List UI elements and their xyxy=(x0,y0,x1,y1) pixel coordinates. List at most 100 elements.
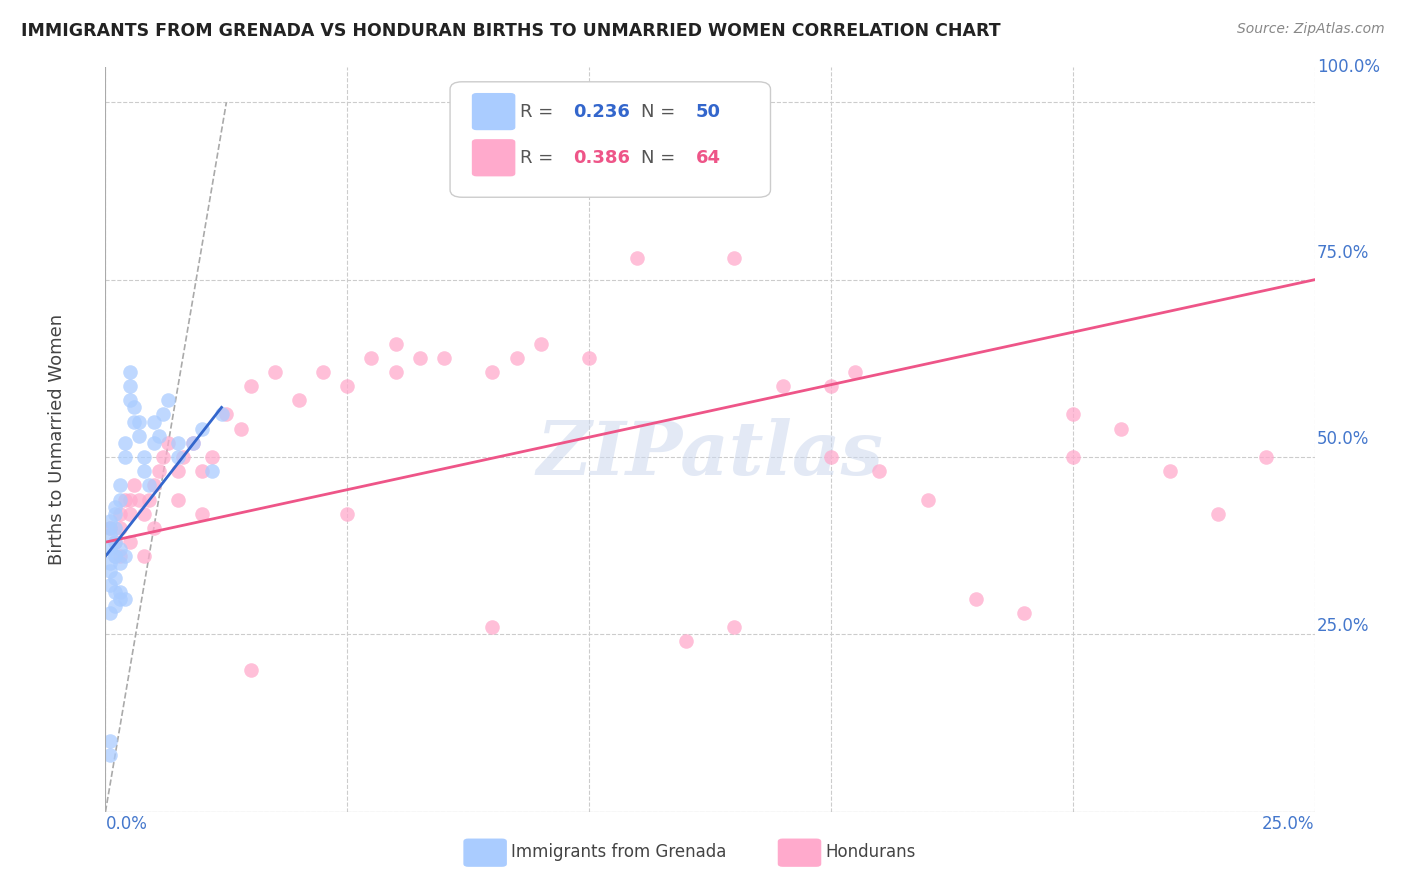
Text: 64: 64 xyxy=(696,149,720,167)
Point xyxy=(578,351,600,365)
Point xyxy=(134,549,156,564)
Point xyxy=(142,435,165,450)
Text: R =: R = xyxy=(520,149,560,167)
Text: 50.0%: 50.0% xyxy=(1317,430,1369,449)
Point xyxy=(844,365,866,379)
Point xyxy=(229,422,252,436)
Point xyxy=(118,365,141,379)
Point xyxy=(98,521,121,535)
Point xyxy=(157,435,180,450)
Point xyxy=(142,415,165,429)
Point xyxy=(1206,507,1229,521)
Point xyxy=(505,351,527,365)
Point xyxy=(104,500,127,514)
Point xyxy=(157,393,180,408)
Point xyxy=(124,401,146,415)
Point xyxy=(114,492,136,507)
Point xyxy=(104,535,127,549)
Point xyxy=(1062,408,1084,422)
Point xyxy=(239,379,262,393)
Point xyxy=(201,450,224,464)
Point xyxy=(181,435,204,450)
Point xyxy=(312,365,335,379)
Point xyxy=(108,542,131,557)
Point xyxy=(152,450,174,464)
Text: 0.386: 0.386 xyxy=(574,149,630,167)
Text: 0.236: 0.236 xyxy=(574,103,630,120)
Text: IMMIGRANTS FROM GRENADA VS HONDURAN BIRTHS TO UNMARRIED WOMEN CORRELATION CHART: IMMIGRANTS FROM GRENADA VS HONDURAN BIRT… xyxy=(21,22,1001,40)
Point xyxy=(181,435,204,450)
Point xyxy=(336,379,359,393)
Point xyxy=(965,591,987,606)
Point xyxy=(104,507,127,521)
Point xyxy=(481,365,503,379)
Point xyxy=(191,507,214,521)
Text: N =: N = xyxy=(641,103,681,120)
Point xyxy=(114,435,136,450)
Text: Source: ZipAtlas.com: Source: ZipAtlas.com xyxy=(1237,22,1385,37)
Point xyxy=(98,521,121,535)
Point xyxy=(211,408,233,422)
Point xyxy=(215,408,238,422)
Point xyxy=(118,535,141,549)
Point xyxy=(134,507,156,521)
Text: 0.0%: 0.0% xyxy=(105,815,148,833)
Text: Hondurans: Hondurans xyxy=(825,843,915,861)
Point xyxy=(148,429,170,443)
Text: 25.0%: 25.0% xyxy=(1263,815,1315,833)
Point xyxy=(98,557,121,571)
Point xyxy=(409,351,432,365)
Point xyxy=(124,415,146,429)
Point xyxy=(108,591,131,606)
Point xyxy=(104,535,127,549)
Point xyxy=(142,521,165,535)
Point xyxy=(772,379,794,393)
Point xyxy=(723,620,745,634)
Point xyxy=(104,571,127,585)
Point xyxy=(118,393,141,408)
Point xyxy=(1159,464,1181,478)
Point xyxy=(201,464,224,478)
Point xyxy=(1256,450,1278,464)
Point xyxy=(118,492,141,507)
Point xyxy=(98,747,121,762)
Point xyxy=(108,492,131,507)
Text: 100.0%: 100.0% xyxy=(1317,58,1381,76)
Point xyxy=(108,507,131,521)
Point xyxy=(104,584,127,599)
Text: Immigrants from Grenada: Immigrants from Grenada xyxy=(510,843,725,861)
Text: ZIPatlas: ZIPatlas xyxy=(537,418,883,491)
Point xyxy=(167,435,190,450)
Point xyxy=(239,663,262,677)
Point xyxy=(191,464,214,478)
Point xyxy=(360,351,382,365)
Point xyxy=(104,521,127,535)
Point xyxy=(108,557,131,571)
FancyBboxPatch shape xyxy=(464,838,508,867)
Point xyxy=(626,252,648,266)
Point xyxy=(172,450,194,464)
Point xyxy=(114,549,136,564)
Point xyxy=(868,464,890,478)
Text: 25.0%: 25.0% xyxy=(1317,616,1369,634)
FancyBboxPatch shape xyxy=(778,838,821,867)
Text: Births to Unmarried Women: Births to Unmarried Women xyxy=(48,314,66,565)
Text: 75.0%: 75.0% xyxy=(1317,244,1369,262)
Point xyxy=(384,336,406,351)
Point xyxy=(1062,450,1084,464)
Point xyxy=(108,521,131,535)
Point xyxy=(1109,422,1132,436)
Point xyxy=(134,450,156,464)
Point xyxy=(148,464,170,478)
Point xyxy=(167,464,190,478)
Point xyxy=(138,478,160,492)
Point xyxy=(820,379,842,393)
Point xyxy=(675,634,697,648)
Point xyxy=(675,95,697,110)
Point xyxy=(152,408,174,422)
Point xyxy=(114,450,136,464)
Point xyxy=(723,252,745,266)
Point xyxy=(128,415,150,429)
Point xyxy=(108,584,131,599)
FancyBboxPatch shape xyxy=(472,139,516,177)
